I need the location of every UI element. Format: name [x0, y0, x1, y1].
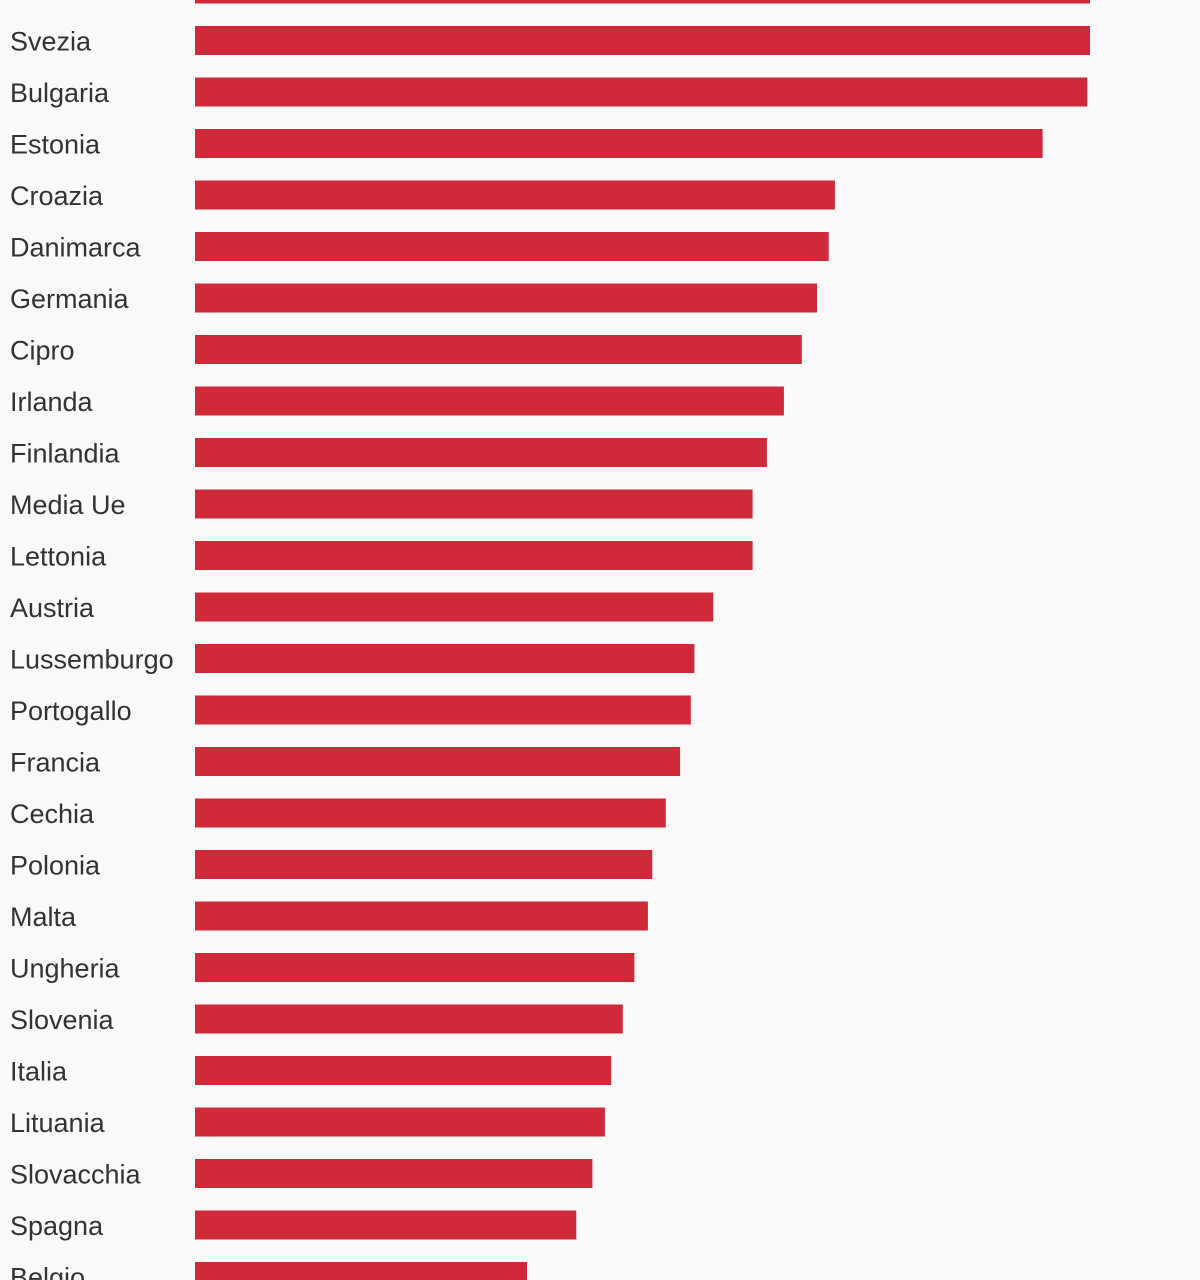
bar-lussemburgo — [195, 644, 695, 673]
bar-austria — [195, 592, 714, 622]
category-label: Media Ue — [10, 490, 126, 520]
category-label: Austria — [10, 593, 95, 623]
category-label: Lituania — [10, 1108, 106, 1138]
bar-polonia — [195, 850, 653, 879]
category-label: Bulgaria — [10, 78, 110, 108]
category-label: Lussemburgo — [10, 645, 174, 675]
category-label: Svezia — [10, 27, 92, 57]
category-label: Irlanda — [10, 387, 94, 417]
bar-lituania — [195, 1107, 605, 1137]
bar-svezia — [195, 26, 1090, 55]
bar-estonia — [195, 129, 1043, 158]
category-label: Belgio — [10, 1263, 85, 1280]
category-label: Cipro — [10, 336, 75, 366]
bar-portogallo — [195, 695, 691, 725]
category-label: Slovacchia — [10, 1160, 142, 1190]
bar-lettonia — [195, 541, 753, 570]
bar-cipro — [195, 335, 802, 364]
category-label: Finlandia — [10, 439, 121, 469]
bar-danimarca — [195, 232, 829, 261]
category-label: Slovenia — [10, 1005, 115, 1035]
category-label: Ungheria — [10, 954, 121, 984]
category-label: Cechia — [10, 799, 95, 829]
bar-italia — [195, 1056, 612, 1085]
bar-cechia — [195, 798, 666, 828]
category-label: Francia — [10, 748, 101, 778]
bar-bulgaria — [195, 77, 1088, 107]
bar-croazia — [195, 180, 835, 210]
bar-germania — [195, 283, 817, 313]
bar-spagna — [195, 1210, 577, 1240]
bar-francia — [195, 747, 681, 776]
bar-slovenia — [195, 1004, 623, 1034]
category-label: Polonia — [10, 851, 101, 881]
category-label: Germania — [10, 284, 130, 314]
bar-ungheria — [195, 953, 635, 982]
bar-irlanda — [195, 386, 784, 416]
category-label: Danimarca — [10, 233, 142, 263]
category-label: Lettonia — [10, 542, 107, 572]
bar-media-ue — [195, 489, 753, 519]
category-label: Italia — [10, 1057, 68, 1087]
bar-finlandia — [195, 438, 767, 467]
category-label: Spagna — [10, 1211, 104, 1241]
category-label: Portogallo — [10, 696, 132, 726]
category-label: Malta — [10, 902, 77, 932]
bar-slovacchia — [195, 1159, 593, 1188]
bar-belgio — [195, 1262, 527, 1280]
category-label: Croazia — [10, 181, 104, 211]
category-label: Estonia — [10, 130, 101, 160]
bar-malta — [195, 901, 648, 931]
bar-top-clipped — [195, 0, 1090, 4]
